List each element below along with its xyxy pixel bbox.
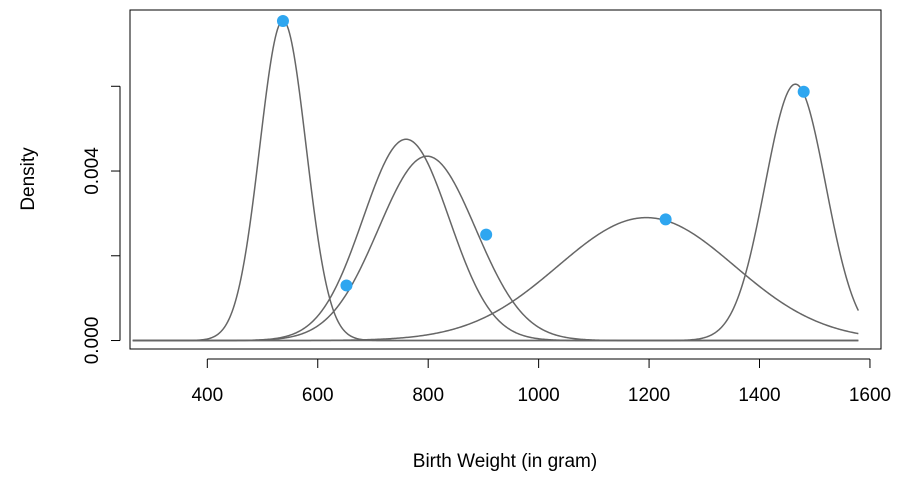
data-points [276, 15, 810, 292]
x-axis-title: Birth Weight (in gram) [413, 451, 597, 472]
x-tick-label-800: 800 [412, 385, 444, 406]
y-axis-title: Density [18, 147, 39, 211]
density-curves [132, 19, 860, 342]
x-tick-label-600: 600 [302, 385, 334, 406]
density-curve-1 [132, 19, 859, 342]
x-tick-label-1000: 1000 [517, 385, 559, 406]
x-tick-label-400: 400 [191, 385, 223, 406]
y-axis: 0.000 0.004 [82, 85, 121, 365]
data-point-5 [797, 85, 810, 98]
density-curve-5 [132, 83, 860, 342]
x-axis: 400 600 800 1000 1200 1400 1600 [191, 358, 891, 406]
density-curve-4 [132, 216, 859, 342]
data-point-3 [480, 228, 493, 241]
x-tick-label-1600: 1600 [849, 385, 891, 406]
data-point-2 [340, 279, 353, 292]
x-tick-label-1200: 1200 [628, 385, 670, 406]
plot-frame [129, 9, 882, 350]
data-point-4 [659, 213, 672, 226]
density-curve-2 [132, 138, 859, 342]
y-tick-label-2: 0.004 [82, 147, 103, 195]
density-curve-3 [132, 155, 859, 342]
y-tick-label-0: 0.000 [82, 317, 103, 365]
data-point-1 [276, 15, 289, 28]
x-tick-label-1400: 1400 [738, 385, 780, 406]
